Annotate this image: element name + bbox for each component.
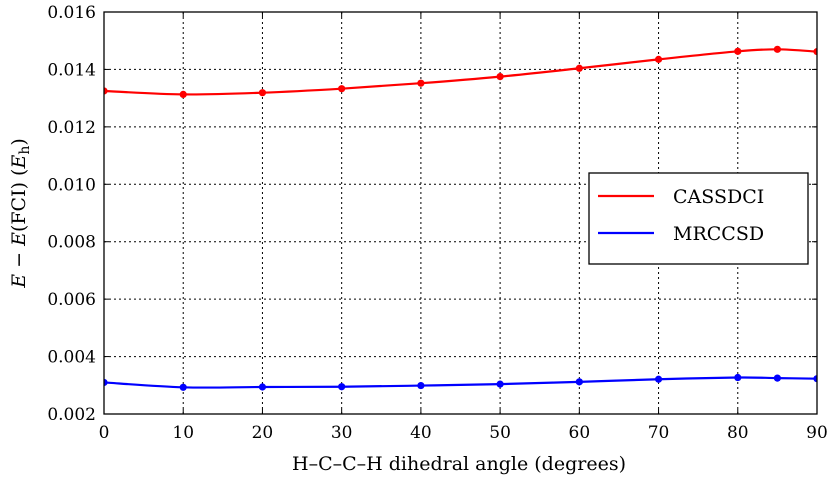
x-tick-label: 10 [172, 423, 194, 443]
y-axis-title-part: E [8, 274, 30, 289]
legend: CASSDCI MRCCSD [588, 172, 809, 265]
x-tick-label: 80 [727, 423, 749, 443]
x-tick-label: 60 [569, 423, 591, 443]
y-axis-title: E − E(FCI) (Eh) [8, 138, 33, 289]
y-axis-title-subscript: h [17, 146, 33, 155]
x-tick-label: 50 [489, 423, 511, 443]
data-point-cassdci [338, 85, 346, 93]
y-axis-title-part: (FCI) ( [8, 169, 30, 233]
x-tick-label: 20 [252, 423, 274, 443]
y-tick-label: 0.012 [47, 118, 96, 138]
series-line-mrccsd [104, 376, 817, 389]
legend-label-mrccsd: MRCCSD [673, 223, 764, 245]
tick-labels: 0 10 20 30 40 50 60 70 80 90 0.002 0.004 0.006 0.008 0… [47, 3, 827, 443]
y-tick-label: 0.002 [47, 405, 96, 425]
data-point-mrccsd [496, 380, 504, 388]
legend-box [588, 172, 809, 265]
data-point-cassdci [773, 45, 781, 53]
data-point-mrccsd [338, 383, 346, 391]
series-cassdci [104, 45, 817, 99]
data-point-cassdci [417, 79, 425, 87]
series-mrccsd [104, 373, 817, 391]
x-tick-label: 30 [331, 423, 353, 443]
data-point-cassdci [813, 48, 817, 56]
y-tick-label: 0.006 [47, 290, 96, 310]
axis-ticks [103, 11, 818, 415]
data-point-cassdci [734, 47, 742, 55]
x-tick-label: 90 [806, 423, 828, 443]
x-tick-label: 0 [99, 423, 110, 443]
y-tick-label: 0.004 [47, 348, 96, 368]
data-point-cassdci [104, 87, 108, 95]
legend-label-cassdci: CASSDCI [673, 186, 764, 208]
x-tick-label: 40 [410, 423, 432, 443]
y-tick-label: 0.010 [47, 175, 96, 195]
data-point-cassdci [258, 89, 267, 97]
data-point-mrccsd [734, 373, 742, 382]
y-axis-title-part: E [8, 155, 30, 170]
data-point-mrccsd [813, 375, 817, 383]
data-point-cassdci [496, 73, 504, 81]
data-point-mrccsd [773, 374, 781, 382]
series-line-cassdci [104, 48, 817, 96]
y-axis-title-part: − [8, 246, 30, 274]
x-tick-label: 70 [648, 423, 670, 443]
data-point-mrccsd [654, 375, 663, 383]
data-point-cassdci [654, 55, 663, 63]
data-point-mrccsd [258, 383, 267, 391]
data-point-mrccsd [575, 378, 583, 386]
x-axis-title: H–C–C–H dihedral angle (degrees) [292, 453, 626, 475]
data-point-mrccsd [417, 381, 425, 390]
data-point-cassdci [179, 90, 187, 99]
y-axis-title-part: ) [8, 138, 30, 145]
y-axis-title-part: E [8, 232, 30, 247]
y-tick-label: 0.016 [47, 3, 96, 23]
data-point-cassdci [575, 64, 583, 72]
data-point-mrccsd [179, 383, 187, 391]
y-tick-label: 0.014 [47, 60, 96, 80]
series-layer [104, 45, 817, 391]
y-tick-label: 0.008 [47, 233, 96, 253]
plot-frame [103, 11, 818, 415]
data-point-mrccsd [104, 378, 108, 387]
